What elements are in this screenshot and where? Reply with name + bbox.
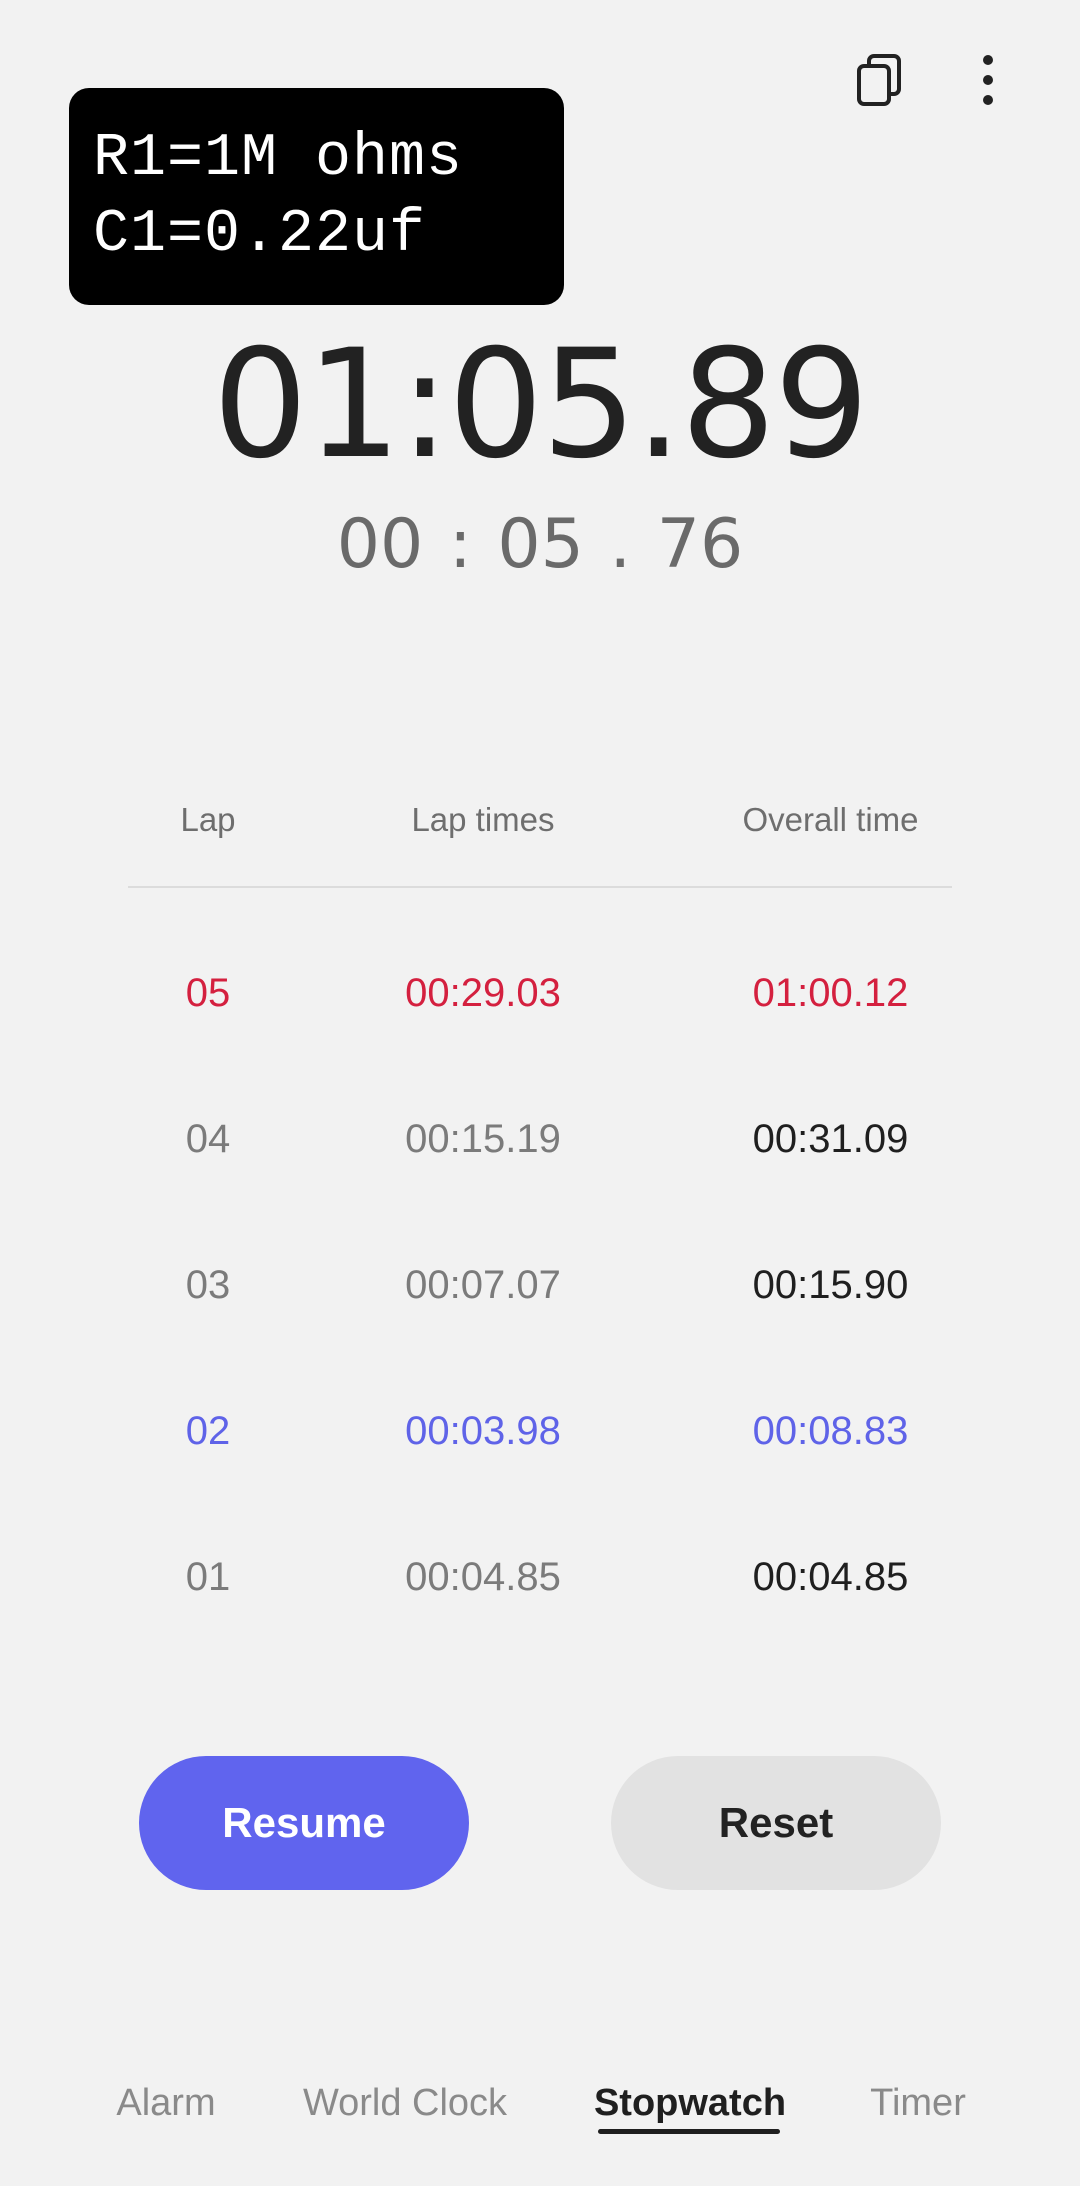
more-options-button[interactable] [952,44,1024,116]
reset-button[interactable]: Reset [611,1756,941,1890]
lap-time: 00:15.19 [405,1117,561,1161]
lap-row: 03 00:07.07 00:15.90 [128,1212,952,1358]
overlay-line-1: R1=1M ohms [93,124,464,193]
header-overall-time: Overall time [742,801,919,838]
bottom-nav: Alarm World Clock Stopwatch Timer [0,2068,1080,2138]
lap-table-header: Lap Lap times Overall time [128,790,952,850]
more-options-icon [983,55,993,105]
header-lap-times: Lap times [411,801,555,838]
lap-time: 00:29.03 [405,971,561,1015]
popup-view-icon [857,54,901,106]
lap-list: 05 00:29.03 01:00.12 04 00:15.19 00:31.0… [128,920,952,1650]
popup-view-button[interactable] [844,44,916,116]
overlay-annotation: R1=1M ohms C1=0.22uf [69,88,564,305]
lap-time: 00:07.07 [405,1263,561,1307]
tab-stopwatch[interactable]: Stopwatch [593,2082,787,2124]
stopwatch-main-time: 01:05.89 [212,318,870,492]
overall-time: 00:08.83 [752,1409,909,1453]
lap-number: 01 [185,1555,231,1599]
tab-alarm[interactable]: Alarm [116,2082,216,2124]
lap-number: 03 [185,1263,231,1307]
overlay-line-2: C1=0.22uf [93,200,427,269]
lap-number: 02 [185,1409,231,1453]
tab-timer[interactable]: Timer [870,2082,966,2124]
overall-time: 01:00.12 [752,971,909,1015]
lap-time: 00:04.85 [405,1555,561,1599]
table-divider [128,886,952,888]
active-tab-indicator [598,2129,780,2134]
lap-time: 00:03.98 [405,1409,561,1453]
overall-time: 00:15.90 [752,1263,909,1307]
lap-row: 04 00:15.19 00:31.09 [128,1066,952,1212]
tab-world-clock[interactable]: World Clock [302,2082,508,2124]
overall-time: 00:04.85 [752,1555,909,1599]
lap-row: 01 00:04.85 00:04.85 [128,1504,952,1650]
current-lap-time: 00 : 05 . 76 [336,505,744,584]
header-lap: Lap [180,801,236,838]
resume-button[interactable]: Resume [139,1756,469,1890]
overall-time: 00:31.09 [752,1117,909,1161]
lap-row: 02 00:03.98 00:08.83 [128,1358,952,1504]
lap-row: 05 00:29.03 01:00.12 [128,920,952,1066]
lap-number: 04 [185,1117,231,1161]
lap-number: 05 [185,971,231,1015]
